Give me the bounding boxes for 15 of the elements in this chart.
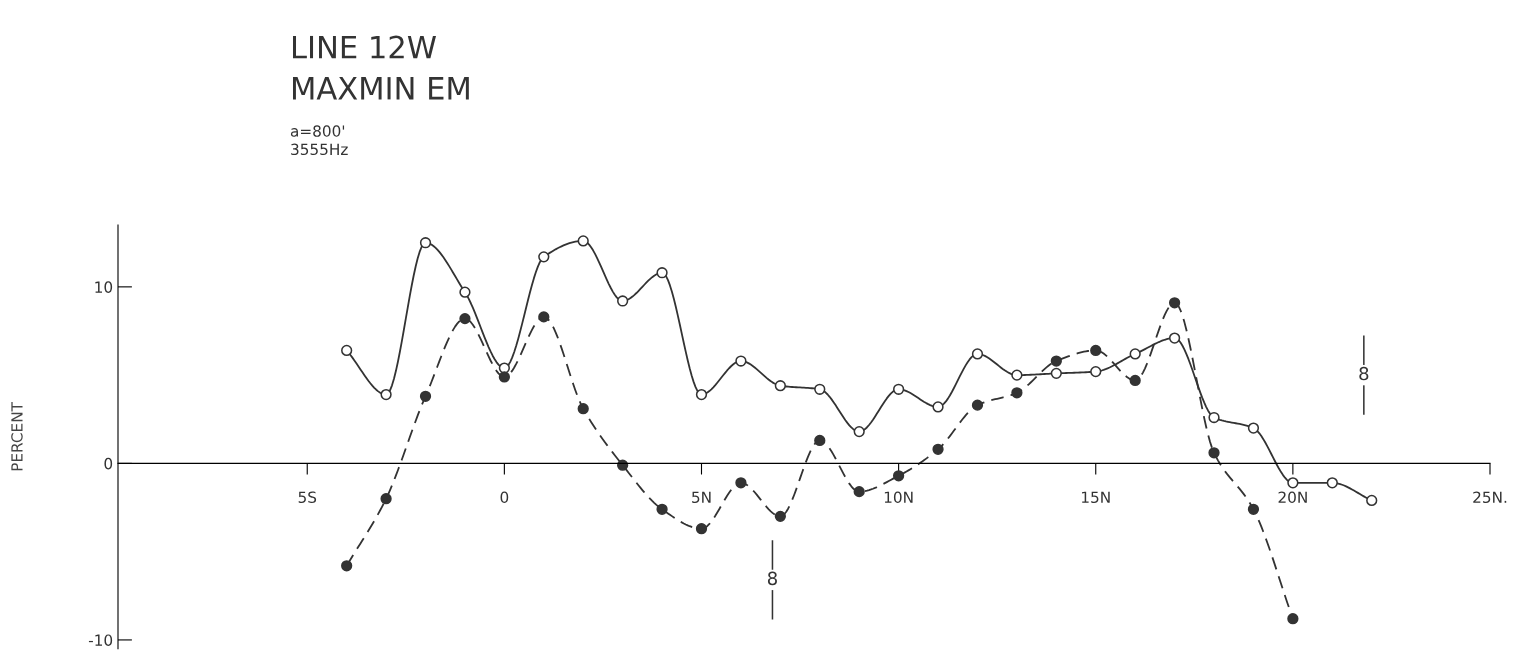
- chart-subtitle: a=800' 3555Hz: [290, 125, 348, 156]
- y-tick-label: -10: [88, 634, 113, 646]
- y-axis-title: PERCENT: [11, 401, 23, 471]
- x-tick-label: 15N: [1081, 491, 1110, 503]
- x-tick-label: 10N: [884, 491, 913, 503]
- x-tick-label: 5N: [692, 491, 711, 503]
- annotation: 8: [1359, 366, 1369, 381]
- y-tick-label: 10: [95, 281, 113, 293]
- x-tick-label: 0: [500, 491, 509, 503]
- x-tick-label: 5S: [298, 491, 317, 503]
- x-tick-label: 25N.: [1473, 491, 1507, 503]
- annotation: 8: [767, 571, 777, 586]
- y-tick-label: 0: [104, 457, 113, 470]
- chart-title: LINE 12W MAXMIN EM: [293, 35, 469, 100]
- x-tick-label: 20N: [1278, 491, 1307, 503]
